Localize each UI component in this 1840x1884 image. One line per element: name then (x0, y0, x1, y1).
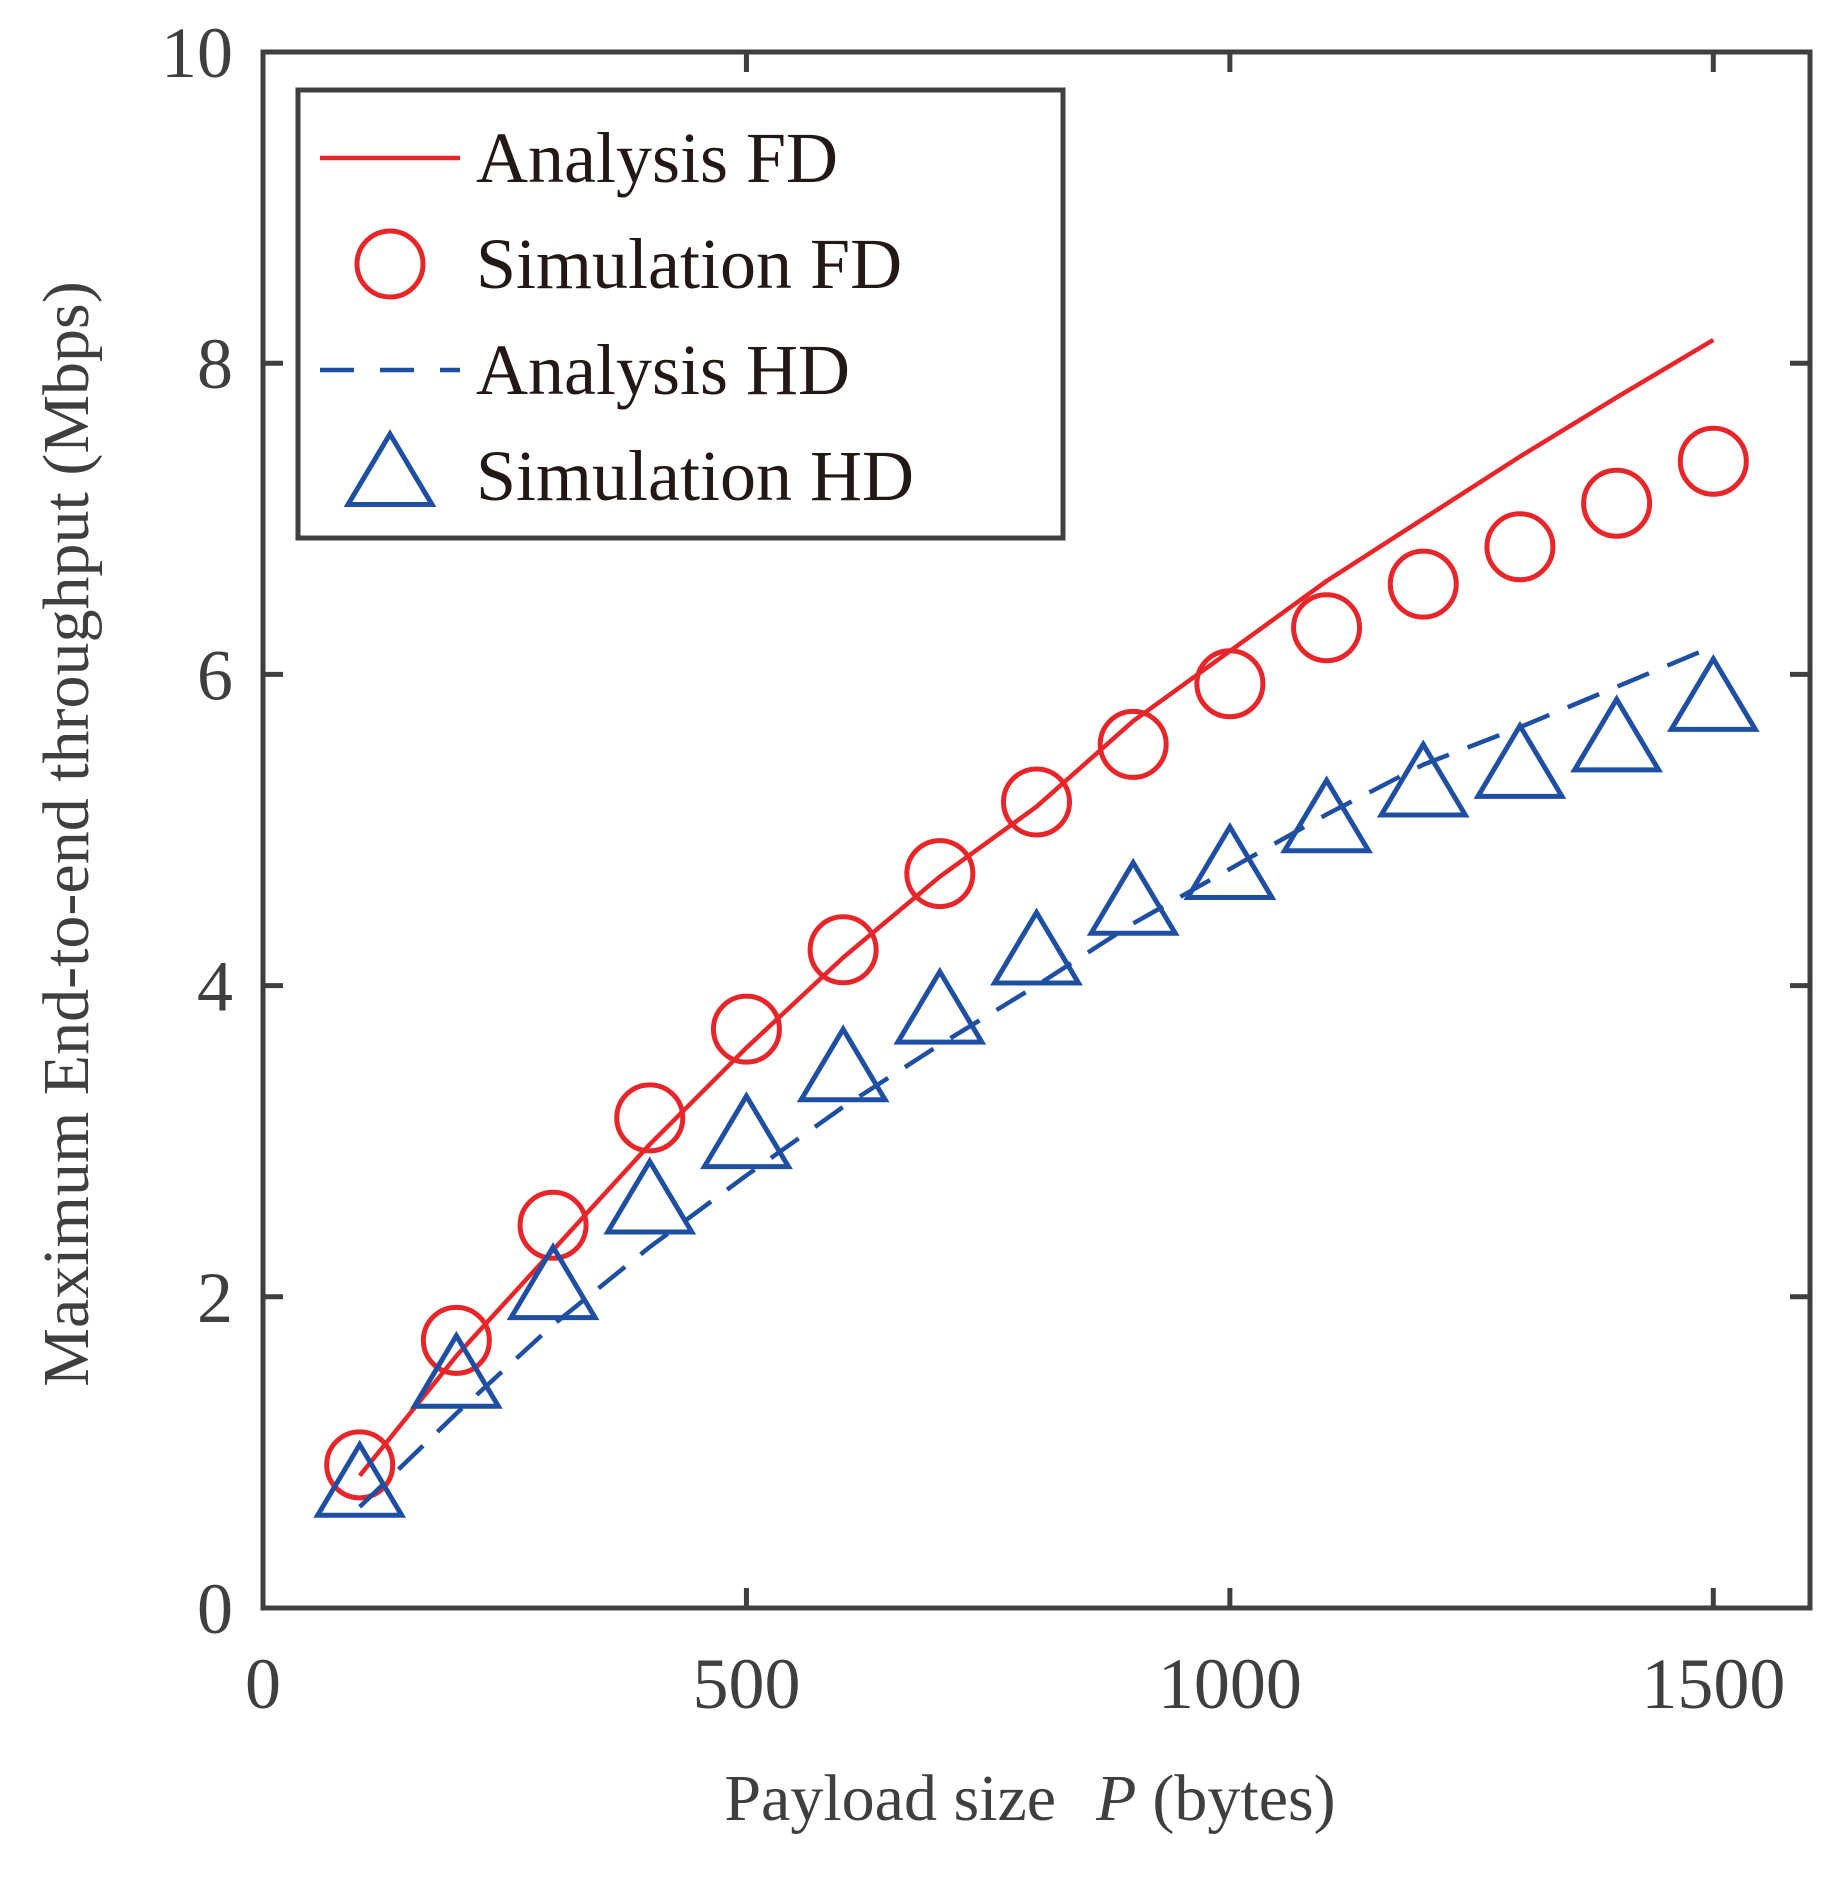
legend: Analysis FD Simulation FD Analysis HD Simul… (295, 87, 1066, 541)
x-axis-label-unit: (bytes) (1152, 1762, 1335, 1835)
legend-box (295, 87, 1066, 541)
data-point-simulation-hd (1570, 694, 1664, 773)
legend-label-simulation-hd: Simulation HD (476, 436, 914, 516)
y-tick-label: 4 (197, 947, 233, 1027)
data-point-simulation-hd (1086, 857, 1180, 936)
data-point-simulation-fd (1387, 548, 1459, 620)
legend-label-simulation-fd: Simulation FD (476, 224, 902, 304)
data-point-simulation-fd (1291, 592, 1363, 664)
x-tick-label: 0 (245, 1644, 281, 1724)
axes-frame (260, 49, 1813, 1611)
x-tick-label: 1000 (1158, 1644, 1302, 1724)
legend-label-analysis-hd: Analysis HD (476, 330, 850, 410)
data-point-simulation-fd (517, 1189, 589, 1261)
data-point-simulation-hd (1473, 720, 1567, 799)
legend-marker-simulation-hd (343, 429, 437, 508)
data-point-simulation-hd (313, 1439, 407, 1518)
y-tick-label: 2 (197, 1258, 233, 1338)
data-point-simulation-hd (409, 1330, 503, 1409)
data-point-simulation-fd (614, 1082, 686, 1154)
legend-marker-simulation-fd (354, 228, 426, 300)
y-tick-label: 8 (197, 324, 233, 404)
x-tick-label: 500 (692, 1644, 800, 1724)
data-point-simulation-fd (1001, 766, 1072, 838)
data-point-simulation-hd (1666, 653, 1760, 732)
data-point-simulation-fd (1581, 467, 1653, 539)
data-point-simulation-fd (324, 1429, 396, 1501)
y-tick-label: 0 (197, 1569, 233, 1649)
series-line-analysis-hd (358, 644, 1715, 1509)
data-point-simulation-fd (420, 1304, 492, 1376)
data-point-simulation-hd (990, 907, 1083, 986)
data-point-simulation-fd (1194, 648, 1266, 720)
data-point-simulation-hd (603, 1156, 697, 1235)
x-axis-label-variable: P (1095, 1762, 1136, 1835)
data-point-simulation-fd (807, 914, 879, 986)
data-layer (313, 337, 1760, 1518)
data-point-simulation-fd (904, 838, 976, 910)
y-tick-label: 10 (161, 13, 233, 93)
axes-layer: 0 500 1000 1500 0 2 4 6 8 10 (161, 13, 1813, 1724)
data-point-simulation-fd (1677, 425, 1749, 497)
data-point-simulation-hd (700, 1091, 793, 1170)
x-tick-label: 1500 (1641, 1644, 1785, 1724)
x-axis-label-text: Payload size (724, 1762, 1056, 1835)
data-point-simulation-hd (506, 1242, 600, 1321)
x-axis-label: Payload size P (bytes) (724, 1762, 1335, 1835)
data-point-simulation-hd (893, 966, 987, 1045)
legend-label-analysis-fd: Analysis FD (476, 118, 838, 198)
data-point-simulation-hd (1376, 739, 1470, 818)
y-axis-label: Maximum End-to-end throughput (Mbps) (30, 281, 103, 1386)
data-point-simulation-hd (1183, 822, 1277, 900)
data-point-simulation-hd (1280, 775, 1373, 854)
y-tick-label: 6 (197, 635, 233, 715)
data-point-simulation-fd (710, 993, 782, 1065)
data-point-simulation-hd (796, 1024, 890, 1103)
data-point-simulation-fd (1484, 511, 1556, 583)
data-point-simulation-fd (1097, 708, 1169, 780)
